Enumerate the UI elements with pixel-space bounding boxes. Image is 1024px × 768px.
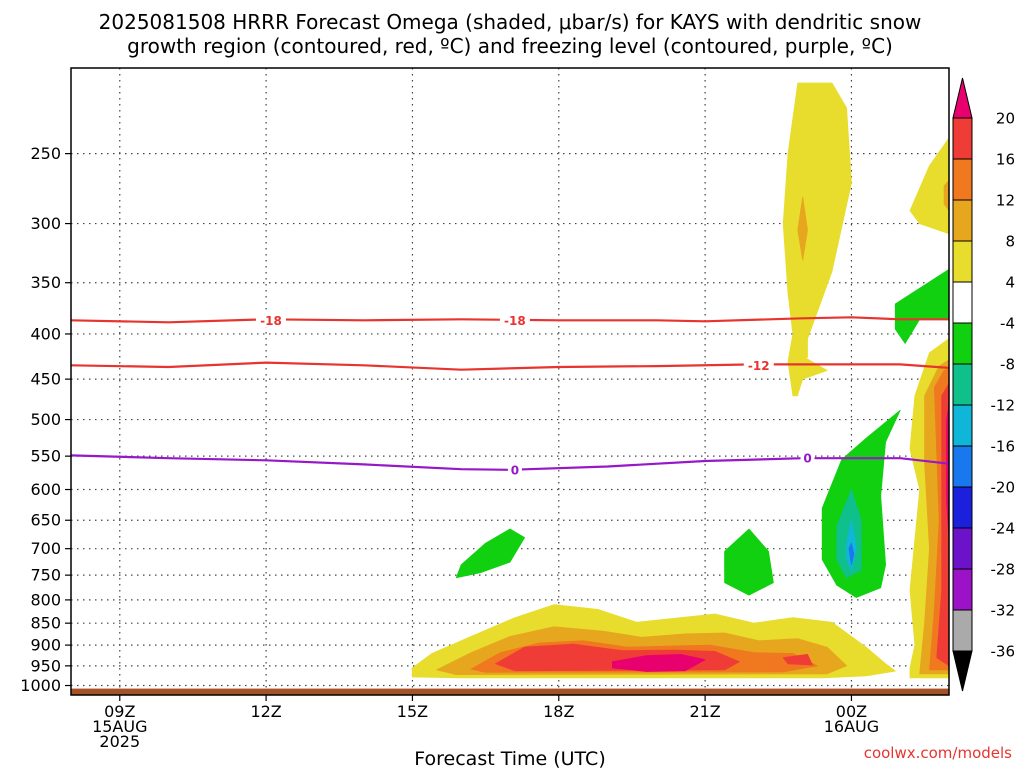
y-tick-label-900: 900 <box>30 636 61 655</box>
y-tick-label-750: 750 <box>30 566 61 585</box>
colorbar-band-12 <box>952 609 973 652</box>
freezing-contour-2 <box>71 454 949 471</box>
x-tick-label-09Z-2: 2025 <box>99 732 140 751</box>
y-axis-ticks: 250 300 350 400 450 500 550 600 650 700 750 800 850 9… <box>20 144 71 695</box>
x-axis-label: Forecast Time (UTC) <box>414 748 605 768</box>
colorbar-label--12: -12 <box>991 397 1016 415</box>
contour-label-bg-2-0 <box>507 462 522 477</box>
colorbar-label--32: -32 <box>991 602 1016 620</box>
x-tick-label-00Z-1: 16AUG <box>824 717 879 736</box>
plot-area: -18 -18 -12 0 0 <box>71 68 949 695</box>
colorbar-label--28: -28 <box>991 561 1016 579</box>
x-tick-label-00Z-0: 00Z <box>836 702 867 721</box>
chart-title-line-1: 2025081508 HRRR Forecast Omega (shaded, … <box>99 10 922 34</box>
colorbar-label-16: 16 <box>996 151 1015 169</box>
y-tick-label-700: 700 <box>30 539 61 558</box>
omega-region-9 <box>848 542 855 566</box>
colorbar-band-1 <box>952 158 973 201</box>
chart-title-line-2: growth region (contoured, red, ºC) and f… <box>127 34 893 58</box>
colorbar-band-8 <box>952 445 973 488</box>
contour-label-2-1: 0 <box>803 452 811 466</box>
y-tick-label-550: 550 <box>30 447 61 466</box>
contour-label-bg-0-1 <box>499 313 530 328</box>
x-tick-label-09Z-0: 09Z <box>104 702 135 721</box>
contour-label-0-0: -18 <box>260 314 282 328</box>
colorbar-band-9 <box>952 486 973 529</box>
y-tick-label-650: 650 <box>30 511 61 530</box>
colorbar-label--36: -36 <box>991 643 1016 661</box>
temperature-contour-1 <box>71 361 949 371</box>
x-tick-label-15Z-0: 15Z <box>397 702 428 721</box>
x-tick-label-18Z-0: 18Z <box>543 702 574 721</box>
omega-region-17 <box>782 654 813 666</box>
contour-label-bg-1-0 <box>743 358 774 373</box>
omega-region-16 <box>612 654 706 672</box>
x-tick-label-12Z-0: 12Z <box>250 702 281 721</box>
colorbar-label--4: -4 <box>1000 315 1015 333</box>
y-tick-label-1000: 1000 <box>20 676 61 695</box>
colorbar-label--16: -16 <box>991 438 1016 456</box>
colorbar-band-7 <box>952 404 973 447</box>
colorbar-band-10 <box>952 527 973 570</box>
contour-label-2-0: 0 <box>511 463 519 477</box>
credit-text: coolwx.com/models <box>864 744 1012 762</box>
temperature-contour-0 <box>71 316 949 324</box>
colorbar-label-12: 12 <box>996 192 1015 210</box>
omega-region-4 <box>943 179 949 212</box>
contour-label-bg-2-1 <box>800 451 815 466</box>
y-tick-label-500: 500 <box>30 410 61 429</box>
omega-region-21 <box>936 382 949 667</box>
y-tick-label-400: 400 <box>30 324 61 343</box>
y-tick-label-600: 600 <box>30 480 61 499</box>
ground-bar <box>71 688 949 695</box>
colorbar-label-8: 8 <box>1005 233 1015 251</box>
colorbar-label-20: 20 <box>996 110 1015 128</box>
contour-label-1-0: -12 <box>748 359 770 373</box>
colorbar-label--8: -8 <box>1000 356 1015 374</box>
y-tick-label-450: 450 <box>30 370 61 389</box>
x-tick-label-09Z-1: 15AUG <box>92 717 147 736</box>
contour-label-bg-0-0 <box>255 313 286 328</box>
y-tick-label-850: 850 <box>30 614 61 633</box>
x-tick-label-21Z-0: 21Z <box>689 702 720 721</box>
colorbar-label-4: 4 <box>1005 274 1015 292</box>
colorbar-band-3 <box>952 240 973 283</box>
colorbar-band-6 <box>952 363 973 406</box>
omega-region-10 <box>455 528 525 579</box>
ground <box>71 688 949 695</box>
colorbar-label--20: -20 <box>991 479 1016 497</box>
colorbar-band-0 <box>952 117 973 160</box>
y-tick-label-350: 350 <box>30 273 61 292</box>
colorbar-top-arrow <box>952 77 973 119</box>
contour-label-0-1: -18 <box>504 314 526 328</box>
y-tick-label-950: 950 <box>30 656 61 675</box>
y-tick-label-250: 250 <box>30 144 61 163</box>
omega-region-2 <box>797 196 808 261</box>
colorbar-bottom-arrow <box>952 650 973 692</box>
omega-region-1 <box>792 355 828 395</box>
contours: -18 -18 -12 0 0 <box>71 313 949 477</box>
y-tick-label-800: 800 <box>30 590 61 609</box>
colorbar-label--24: -24 <box>991 520 1016 538</box>
y-tick-label-300: 300 <box>30 214 61 233</box>
omega-region-11 <box>724 528 774 596</box>
colorbar-band-5 <box>952 322 973 365</box>
omega-region-3 <box>909 137 949 235</box>
colorbar-band-4 <box>952 281 973 324</box>
colorbar: 20 16 12 8 4 -4 -8 -12 -16 -20 -24 -28 -32 -36 <box>952 77 1016 692</box>
plot-frame <box>70 67 950 696</box>
colorbar-band-11 <box>952 568 973 611</box>
colorbar-band-2 <box>952 199 973 242</box>
